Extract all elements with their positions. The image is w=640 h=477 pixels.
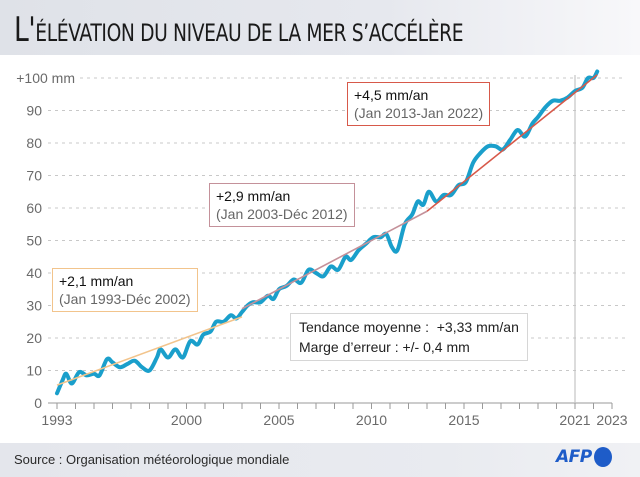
trend-line-2: [241, 210, 428, 310]
trend-line-3: [426, 74, 598, 212]
afp-logo-dot-icon: [593, 447, 612, 467]
series: [55, 69, 600, 396]
trend-error-margin: Marge d’erreur : +/- 0,4 mm: [299, 339, 470, 355]
trend-average: Tendance moyenne : +3,33 mm/an: [299, 319, 519, 335]
x-axis: 1993 2000 2005 2010 2015 2021 2023: [41, 402, 628, 428]
afp-logo-text: AFP: [556, 447, 592, 467]
annotation-1993-2002: +2,1 mm/an (Jan 1993-Déc 2002): [52, 268, 198, 312]
annotation-rate: +2,1 mm/an: [59, 273, 134, 289]
chart-title: L'ÉLÉVATION DU NIVEAU DE LA MER S’ACCÉLÈ…: [14, 10, 464, 50]
y-tick-label: 10: [26, 363, 42, 379]
source-text: Source : Organisation météorologique mon…: [14, 452, 290, 467]
x-tick-label: 2023: [596, 412, 627, 428]
x-tick-label: 2021: [559, 412, 590, 428]
y-axis: 0 10 20 30 40 50 60 70 80 90 +100 mm: [16, 70, 75, 411]
y-tick-label: 70: [26, 168, 42, 184]
y-tick-label: 20: [26, 330, 42, 346]
annotation-2013-2022: +4,5 mm/an (Jan 2013-Jan 2022): [347, 82, 491, 126]
annotation-rate: +4,5 mm/an: [354, 87, 429, 103]
y-tick-label: 80: [26, 135, 42, 151]
trend-line-1: [56, 316, 243, 386]
annotation-2003-2012: +2,9 mm/an (Jan 2003-Déc 2012): [209, 183, 355, 227]
x-tick-label: 2015: [448, 412, 479, 428]
title-first: L': [14, 10, 36, 50]
trend-lines: [56, 74, 598, 386]
afp-logo: AFP: [556, 447, 612, 467]
trend-summary-box: Tendance moyenne : +3,33 mm/an Marge d’er…: [290, 313, 528, 361]
y-tick-label: 0: [34, 395, 42, 411]
footer-band: [0, 443, 640, 477]
y-tick-label: 30: [26, 298, 42, 314]
y-tick-label: 60: [26, 200, 42, 216]
annotation-period: (Jan 2013-Jan 2022): [354, 105, 484, 121]
x-tick-label: 2005: [263, 412, 294, 428]
annotation-period: (Jan 2003-Déc 2012): [216, 206, 348, 222]
title-rest: ÉLÉVATION DU NIVEAU DE LA MER S’ACCÉLÈRE: [35, 19, 464, 47]
y-tick-label: 50: [26, 233, 42, 249]
annotation-rate: +2,9 mm/an: [216, 188, 291, 204]
x-tick-label: 1993: [41, 412, 72, 428]
y-tick-label: 90: [26, 103, 42, 119]
y-tick-label: 40: [26, 265, 42, 281]
annotation-period: (Jan 1993-Déc 2002): [59, 291, 191, 307]
x-tick-label: 2000: [171, 412, 202, 428]
y-tick-label: +100 mm: [16, 70, 75, 86]
x-tick-label: 2010: [356, 412, 387, 428]
sea-level-series-line: [55, 69, 600, 396]
title-band: [0, 0, 640, 55]
